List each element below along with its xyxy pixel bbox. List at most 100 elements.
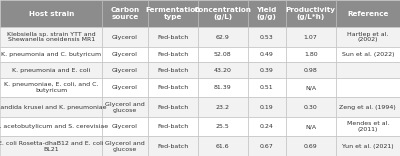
Bar [0,0,102,27]
Bar [248,117,286,136]
Bar [198,136,248,156]
Text: 0.19: 0.19 [260,105,274,110]
Bar [102,97,148,117]
Bar [102,47,148,62]
Bar [336,47,400,62]
Text: Candida krusei and K. pneumoniae: Candida krusei and K. pneumoniae [0,105,106,110]
Text: 0.51: 0.51 [260,85,274,90]
Text: Glycerol: Glycerol [112,52,138,57]
Bar [336,136,400,156]
Bar [198,117,248,136]
Text: K. pneumonia and E. coli: K. pneumonia and E. coli [12,68,90,73]
Bar [102,27,148,47]
Text: N/A: N/A [305,124,316,129]
Bar [198,0,248,27]
Bar [198,47,248,62]
Bar [148,97,198,117]
Bar [286,136,336,156]
Text: Glycerol and
glucose: Glycerol and glucose [105,102,145,112]
Text: 61.6: 61.6 [216,144,230,149]
Text: Glycerol: Glycerol [112,85,138,90]
Text: K. pneumonia and C. butyricum: K. pneumonia and C. butyricum [1,52,101,57]
Bar [0,117,102,136]
Bar [102,0,148,27]
Bar [336,0,400,27]
Bar [0,136,102,156]
Text: 0.24: 0.24 [260,124,274,129]
Bar [148,117,198,136]
Text: 0.39: 0.39 [260,68,274,73]
Bar [102,117,148,136]
Text: Glycerol: Glycerol [112,124,138,129]
Text: Reference: Reference [347,11,388,17]
Bar [148,27,198,47]
Bar [248,0,286,27]
Bar [198,27,248,47]
Bar [286,117,336,136]
Text: E. coli Rosetta-dhaB12 and E. coli
BL21: E. coli Rosetta-dhaB12 and E. coli BL21 [0,141,104,152]
Text: Mendes et al.
(2011): Mendes et al. (2011) [347,121,389,132]
Bar [0,47,102,62]
Text: 0.30: 0.30 [304,105,318,110]
Bar [148,62,198,78]
Text: 0.98: 0.98 [304,68,318,73]
Text: Fed-batch: Fed-batch [157,52,188,57]
Text: 1.80: 1.80 [304,52,318,57]
Text: Fed-batch: Fed-batch [157,105,188,110]
Text: 0.67: 0.67 [260,144,274,149]
Bar [248,27,286,47]
Bar [286,62,336,78]
Bar [286,0,336,27]
Text: 81.39: 81.39 [214,85,232,90]
Bar [336,97,400,117]
Text: Host strain: Host strain [28,11,74,17]
Bar [148,78,198,97]
Bar [0,97,102,117]
Text: Fermentation
type: Fermentation type [145,7,200,20]
Bar [148,47,198,62]
Text: 25.5: 25.5 [216,124,230,129]
Bar [336,27,400,47]
Text: Glycerol: Glycerol [112,35,138,40]
Bar [248,62,286,78]
Text: Concentration
(g/L): Concentration (g/L) [194,7,252,20]
Bar [102,78,148,97]
Bar [248,97,286,117]
Bar [336,78,400,97]
Text: Glycerol: Glycerol [112,68,138,73]
Bar [248,47,286,62]
Bar [286,97,336,117]
Bar [248,78,286,97]
Bar [286,27,336,47]
Bar [148,0,198,27]
Bar [336,62,400,78]
Text: K. pneumoniae, E. coli, and C.
butyricum: K. pneumoniae, E. coli, and C. butyricum [4,82,98,93]
Bar [286,47,336,62]
Text: Fed-batch: Fed-batch [157,35,188,40]
Bar [148,136,198,156]
Text: Fed-batch: Fed-batch [157,124,188,129]
Bar [0,27,102,47]
Bar [336,117,400,136]
Bar [198,62,248,78]
Text: Glycerol and
glucose: Glycerol and glucose [105,141,145,152]
Text: Zeng et al. (1994): Zeng et al. (1994) [340,105,396,110]
Text: Fed-batch: Fed-batch [157,85,188,90]
Bar [198,97,248,117]
Text: Fed-batch: Fed-batch [157,144,188,149]
Text: Hartlep et al.
(2002): Hartlep et al. (2002) [347,32,388,42]
Text: 23.2: 23.2 [216,105,230,110]
Text: Klebsiella sp. strain YTT and
Shewanella oneidensis MR1: Klebsiella sp. strain YTT and Shewanella… [7,32,96,42]
Text: N/A: N/A [305,85,316,90]
Text: 52.08: 52.08 [214,52,232,57]
Bar [102,136,148,156]
Text: Productivity
(g/L*h): Productivity (g/L*h) [286,7,336,20]
Bar [102,62,148,78]
Text: 0.49: 0.49 [260,52,274,57]
Text: Yield
(g/g): Yield (g/g) [256,7,277,20]
Bar [248,136,286,156]
Text: Yun et al. (2021): Yun et al. (2021) [342,144,394,149]
Text: 1.07: 1.07 [304,35,318,40]
Text: 0.53: 0.53 [260,35,274,40]
Text: Sun et al. (2022): Sun et al. (2022) [342,52,394,57]
